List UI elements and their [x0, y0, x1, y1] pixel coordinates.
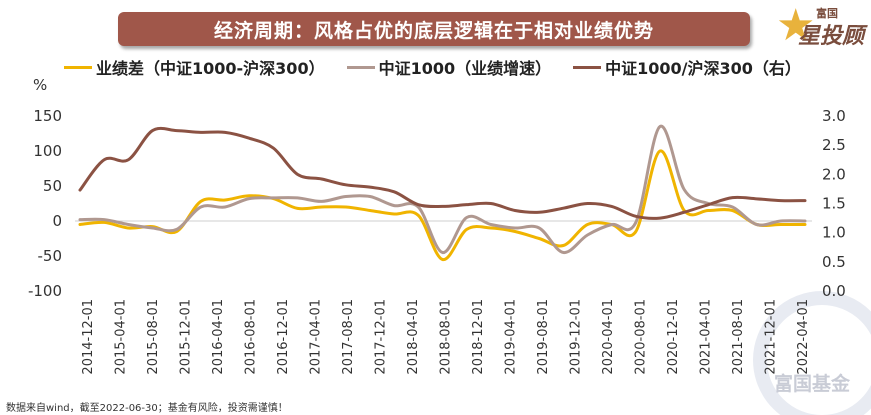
brand-top-text: 富国	[816, 7, 838, 20]
y2-tick-label: 1.0	[822, 224, 846, 242]
y2-tick-label: 2.0	[822, 165, 846, 183]
x-tick-label: 2021-12-01	[764, 299, 779, 375]
y-tick-label: 150	[33, 107, 62, 125]
x-tick-label: 2019-08-01	[536, 299, 551, 375]
legend-item-csi1000-growth: 中证1000（业绩增速）	[346, 55, 552, 79]
series-line-performance-gap	[78, 149, 807, 261]
chart-title-banner: 经济周期：风格占优的底层逻辑在于相对业绩优势	[118, 12, 750, 46]
star-icon: ★	[776, 0, 816, 51]
brand-logo: ★ 富国 星投顾	[776, 2, 868, 50]
series-line-csi1000-growth	[78, 124, 807, 254]
footnote: 数据来自wind，截至2022-06-30；基金有风险，投资需谨慎！	[6, 403, 288, 414]
x-tick-label: 2016-12-01	[276, 299, 291, 375]
legend-item-performance-gap: 业绩差（中证1000-沪深300）	[64, 55, 325, 79]
x-tick-label: 2017-12-01	[374, 299, 389, 375]
x-tick-label: 2016-04-01	[211, 299, 226, 375]
x-tick-label: 2015-08-01	[146, 299, 161, 375]
y2-tick-label: 0.5	[822, 253, 846, 271]
legend-label: 中证1000/沪深300（右）	[605, 59, 801, 78]
x-tick-label: 2021-08-01	[731, 299, 746, 375]
chart-legend: 业绩差（中证1000-沪深300） 中证1000（业绩增速） 中证1000/沪深…	[64, 56, 823, 78]
x-tick-label: 2018-08-01	[439, 299, 454, 375]
x-tick-label: 2014-12-01	[81, 299, 96, 375]
y2-tick-label: 1.5	[822, 195, 846, 213]
legend-label: 中证1000（业绩增速）	[378, 59, 552, 78]
x-tick-label: 2020-08-01	[634, 299, 649, 375]
brand-main-text: 星投顾	[798, 24, 865, 49]
x-tick-label: 2015-12-01	[179, 299, 194, 375]
x-tick-label: 2017-04-01	[309, 299, 324, 375]
x-tick-label: 2021-04-01	[699, 299, 714, 375]
y-tick-label: 50	[43, 177, 62, 195]
legend-label: 业绩差（中证1000-沪深300）	[96, 59, 325, 78]
x-tick-label: 2020-12-01	[666, 299, 681, 375]
legend-swatch	[346, 65, 375, 69]
legend-item-ratio: 中证1000/沪深300（右）	[573, 55, 801, 79]
left-axis-unit: %	[33, 76, 48, 94]
x-tick-label: 2019-12-01	[569, 299, 584, 375]
x-tick-label: 2017-08-01	[341, 299, 356, 375]
x-tick-label: 2019-04-01	[504, 299, 519, 375]
y2-tick-label: 2.5	[822, 136, 846, 154]
watermark-ring	[753, 291, 871, 415]
x-tick-label: 2020-04-01	[601, 299, 616, 375]
legend-swatch	[64, 65, 92, 69]
series-line-ratio	[78, 126, 807, 220]
y2-tick-label: 3.0	[822, 107, 846, 125]
y-tick-label: -50	[38, 247, 63, 265]
y-tick-label: 0	[52, 212, 62, 230]
x-tick-label: 2022-04-01	[796, 299, 811, 375]
y-tick-label: 100	[33, 142, 62, 160]
x-tick-label: 2018-12-01	[471, 299, 486, 375]
y2-tick-label: 0.0	[822, 282, 846, 300]
x-tick-label: 2015-04-01	[114, 299, 129, 375]
x-tick-label: 2016-08-01	[244, 299, 259, 375]
x-tick-label: 2018-04-01	[406, 299, 421, 375]
legend-swatch	[573, 65, 602, 69]
watermark-text: 富国基金	[774, 372, 851, 395]
watermark: 富国基金	[753, 291, 871, 415]
y-tick-label: -100	[28, 282, 62, 300]
